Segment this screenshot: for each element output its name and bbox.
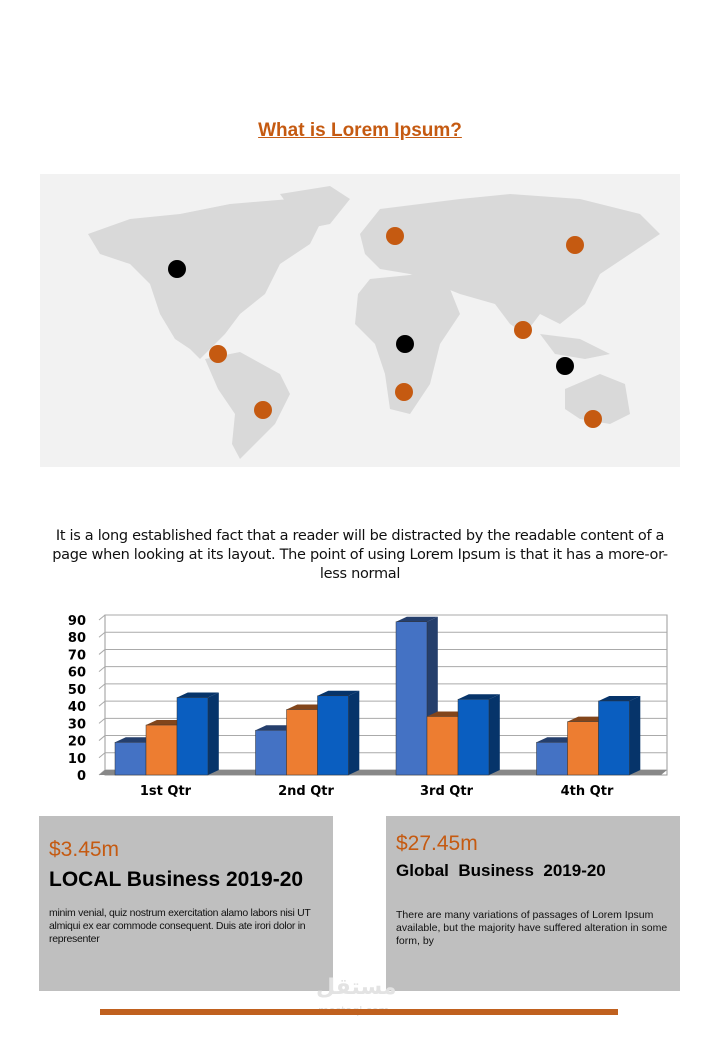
y-tick-label: 20 <box>68 735 86 750</box>
marker-orange[interactable] <box>514 321 532 339</box>
bar-top <box>317 690 360 696</box>
bar-series-3 <box>598 700 630 776</box>
x-tick-label: 2nd Qtr <box>278 784 334 799</box>
x-tick-label: 4th Qtr <box>561 784 614 799</box>
bar-side <box>489 694 500 775</box>
y-tick-label: 0 <box>77 769 86 784</box>
marker-black[interactable] <box>168 260 186 278</box>
gridline-side <box>98 666 106 673</box>
intro-paragraph: It is a long established fact that a rea… <box>52 528 668 582</box>
bar-series-1 <box>255 729 287 776</box>
bar-side <box>348 690 360 775</box>
gridline-side <box>98 649 106 655</box>
southeast-asia <box>540 334 610 359</box>
footer-accent-bar <box>100 1009 618 1015</box>
card-amount: $27.45m <box>396 832 478 855</box>
y-tick-label: 40 <box>68 700 86 715</box>
bar-top <box>458 694 500 700</box>
x-tick-label: 3rd Qtr <box>420 784 474 799</box>
north-america <box>88 199 325 359</box>
map-markers <box>168 227 602 428</box>
marker-orange[interactable] <box>566 236 584 254</box>
y-tick-label: 80 <box>68 631 86 646</box>
bar-series-2 <box>567 721 599 776</box>
australia <box>565 374 630 424</box>
gridline-side <box>98 735 106 741</box>
gridline-side <box>98 631 106 638</box>
card-body: There are many variations of passages of… <box>396 909 668 947</box>
bar-series-2 <box>286 709 318 776</box>
y-tick-label: 70 <box>68 648 86 663</box>
bar-series-3 <box>176 697 209 776</box>
marker-black[interactable] <box>396 335 414 353</box>
marker-orange[interactable] <box>209 345 227 363</box>
south-america <box>205 352 290 459</box>
card-heading: LOCAL Business 2019-20 <box>49 868 304 891</box>
marker-orange[interactable] <box>254 401 272 419</box>
bar-series-2 <box>145 724 178 776</box>
world-map <box>40 174 680 467</box>
card-body: minim venial, quiz nostrum exercitation … <box>49 907 311 945</box>
marker-orange[interactable] <box>386 227 404 245</box>
marker-orange[interactable] <box>584 410 602 428</box>
bar-top <box>177 692 219 698</box>
y-tick-label: 60 <box>68 666 86 681</box>
y-tick-label: 50 <box>68 683 86 698</box>
global-business-card: $27.45m Global Business 2019-20 There ar… <box>386 816 680 991</box>
bar-series-1 <box>395 621 428 776</box>
y-tick-label: 10 <box>68 752 86 767</box>
gridline-side <box>98 700 106 707</box>
marker-black[interactable] <box>556 357 574 375</box>
bar-series-3 <box>317 695 349 776</box>
bar-series-3 <box>457 698 490 776</box>
europe-asia <box>360 194 660 334</box>
y-tick-label: 90 <box>68 614 86 629</box>
bar-series-1 <box>536 742 568 776</box>
bar-series-2 <box>426 716 459 776</box>
bar-side <box>208 692 219 775</box>
watermark-logo: مستقل <box>316 975 397 1000</box>
card-heading: Global Business 2019-20 <box>396 861 606 880</box>
greenland <box>280 186 350 229</box>
bar-side <box>629 695 641 775</box>
bar-series-1 <box>114 742 147 776</box>
gridline-side <box>98 614 106 621</box>
chart-floor <box>99 770 667 775</box>
gridline-side <box>98 717 106 724</box>
gridline-side <box>98 752 106 759</box>
page-title: What is Lorem Ipsum? <box>258 120 462 141</box>
bar-top <box>598 695 641 701</box>
bar-top <box>396 616 438 622</box>
local-business-card: $3.45m LOCAL Business 2019-20 minim veni… <box>39 816 333 991</box>
card-amount: $3.45m <box>49 838 120 861</box>
bar-chart: 0 10 20 30 40 50 60 70 80 90 1st Qtr 2nd Qtr 3rd Qtr… <box>68 614 668 799</box>
marker-orange[interactable] <box>395 383 413 401</box>
continents <box>88 186 660 459</box>
x-tick-label: 1st Qtr <box>140 784 192 799</box>
y-tick-label: 30 <box>68 717 86 732</box>
gridline-side <box>98 683 106 690</box>
